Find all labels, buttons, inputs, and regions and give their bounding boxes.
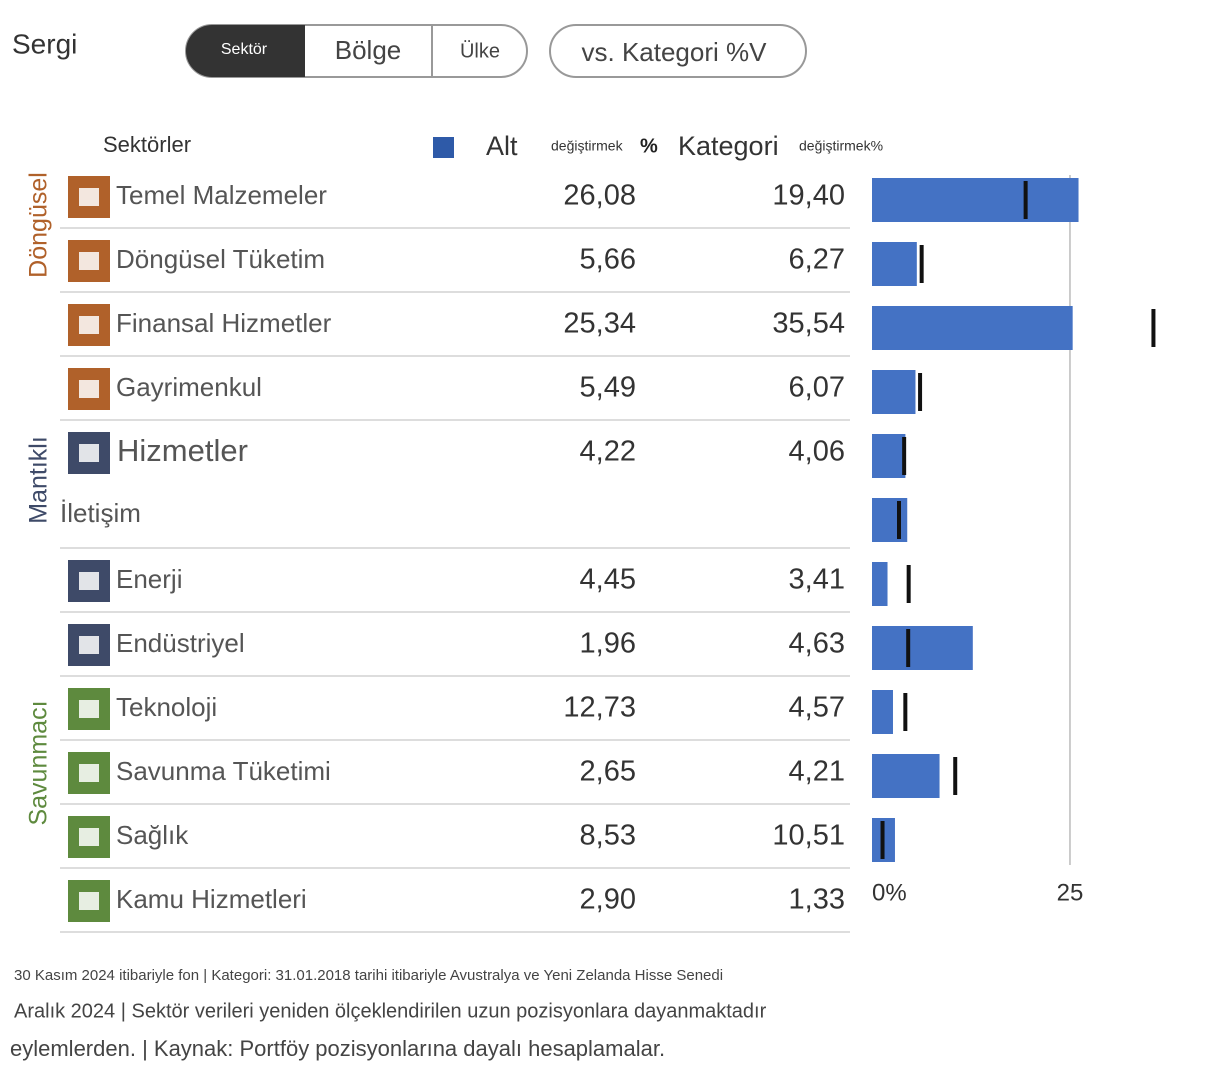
category-marker xyxy=(897,501,902,539)
bar xyxy=(872,754,940,798)
column-header: Sektörler xyxy=(103,132,191,157)
category-marker xyxy=(1023,181,1028,219)
value-label: 25,34 xyxy=(563,308,636,340)
sector-icon-glyph xyxy=(79,380,99,398)
page-title: Sergi xyxy=(12,28,77,59)
sector-icon-glyph xyxy=(79,572,99,590)
category-marker xyxy=(918,373,923,411)
group-label: Savunmacı xyxy=(25,700,53,825)
sector-icon-glyph xyxy=(79,892,99,910)
sector-icon-glyph xyxy=(79,444,99,462)
tab[interactable]: Bölge xyxy=(335,35,402,65)
row-label: Hizmetler xyxy=(117,433,248,468)
bar xyxy=(872,370,916,414)
category-marker xyxy=(1151,309,1156,347)
value-label: 6,27 xyxy=(789,244,845,276)
row-label: Endüstriyel xyxy=(116,628,245,658)
row-label: Finansal Hizmetler xyxy=(116,308,332,338)
value-label: 3,41 xyxy=(789,564,845,596)
group-label: Döngüsel xyxy=(25,172,53,278)
bar xyxy=(872,306,1073,350)
value-label: 19,40 xyxy=(772,180,845,212)
category-marker xyxy=(902,437,907,475)
category-marker xyxy=(919,245,924,283)
bar xyxy=(872,626,973,670)
category-marker xyxy=(906,629,911,667)
value-label: 1,96 xyxy=(580,628,636,660)
value-label: 4,57 xyxy=(789,692,845,724)
sector-icon-glyph xyxy=(79,700,99,718)
value-label: 2,65 xyxy=(580,756,636,788)
value-label: 4,06 xyxy=(789,436,845,468)
row-label: Sağlık xyxy=(116,820,189,850)
column-header: % xyxy=(640,135,658,157)
row-label: Teknoloji xyxy=(116,692,217,722)
column-header: değiştirmek% xyxy=(799,138,883,154)
row-label: Döngüsel Tüketim xyxy=(116,244,325,274)
row-label: Temel Malzemeler xyxy=(116,180,327,210)
value-label: 35,54 xyxy=(772,308,845,340)
value-label: 6,07 xyxy=(789,372,845,404)
value-label: 5,66 xyxy=(580,244,636,276)
tab-active[interactable] xyxy=(186,25,305,77)
category-marker xyxy=(953,757,958,795)
row-label: Gayrimenkul xyxy=(116,372,262,402)
row-label: Enerji xyxy=(116,564,182,594)
compare-button[interactable] xyxy=(549,24,807,78)
row-label: Kamu Hizmetleri xyxy=(116,884,307,914)
x-tick-label: 25 xyxy=(1057,879,1084,906)
legend-label: Kategori xyxy=(678,131,779,161)
footnote: Aralık 2024 | Sektör verileri yeniden öl… xyxy=(14,1000,767,1022)
tab[interactable]: Sektör xyxy=(221,41,268,58)
bar xyxy=(872,434,906,478)
sector-icon-glyph xyxy=(79,252,99,270)
column-header: değiştirmek xyxy=(551,138,624,154)
value-label: 4,21 xyxy=(789,756,845,788)
bar xyxy=(872,242,917,286)
value-label: 4,45 xyxy=(580,564,636,596)
category-marker xyxy=(906,565,911,603)
value-label: 4,63 xyxy=(789,628,845,660)
value-label: 4,22 xyxy=(580,436,636,468)
category-marker xyxy=(880,821,885,859)
group-label: Mantıklı xyxy=(25,436,53,524)
value-label: 5,49 xyxy=(580,372,636,404)
value-label: 1,33 xyxy=(789,884,845,916)
value-label: 10,51 xyxy=(772,820,845,852)
legend-swatch xyxy=(433,137,454,158)
bar xyxy=(872,690,893,734)
value-label: 2,90 xyxy=(580,884,636,916)
bar xyxy=(872,562,888,606)
sector-icon-glyph xyxy=(79,636,99,654)
x-tick-label: 0% xyxy=(872,879,907,906)
footnote: 30 Kasım 2024 itibariyle fon | Kategori:… xyxy=(14,967,723,984)
row-label: İletişim xyxy=(60,498,141,528)
sector-icon-glyph xyxy=(79,316,99,334)
legend-label: Alt xyxy=(486,131,518,161)
sector-icon-glyph xyxy=(79,764,99,782)
sector-icon-glyph xyxy=(79,188,99,206)
category-marker xyxy=(903,693,908,731)
compare-button-label[interactable]: vs. Kategori %V xyxy=(582,37,768,67)
row-label: Savunma Tüketimi xyxy=(116,756,331,786)
sector-icon-glyph xyxy=(79,828,99,846)
tab[interactable]: Ülke xyxy=(460,40,500,62)
footnote: eylemlerden. | Kaynak: Portföy pozisyonl… xyxy=(10,1036,665,1061)
bar xyxy=(872,178,1079,222)
bar xyxy=(872,498,908,542)
value-label: 12,73 xyxy=(563,692,636,724)
value-label: 26,08 xyxy=(563,180,636,212)
value-label: 8,53 xyxy=(580,820,636,852)
